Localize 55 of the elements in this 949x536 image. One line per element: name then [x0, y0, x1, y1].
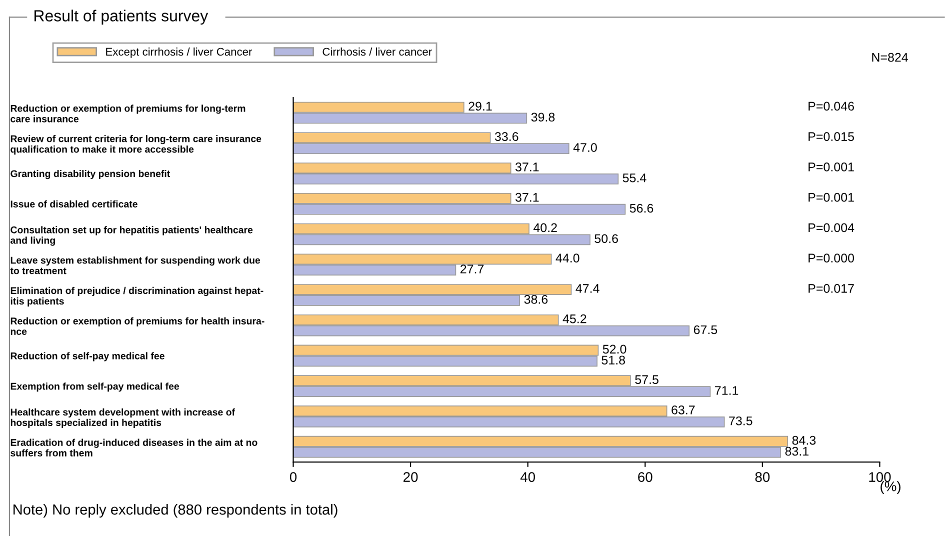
annotation: P=0.000 [808, 254, 854, 262]
y-tick-label: Exemption from self-pay medical fee [10, 382, 180, 392]
data-label: 38.6 [524, 294, 548, 304]
y-tick-label: Leave system establishment for suspending work due to treatment [10, 256, 260, 274]
data-label: 84.3 [792, 436, 816, 445]
y-tick-label: Reduction or exemption of premiums for long-term care insurance [10, 104, 246, 122]
x-tick-label: 40 [520, 472, 536, 482]
x-tick-label: 100 [869, 472, 891, 482]
data-label: 67.5 [694, 325, 718, 334]
annotation: P=0.001 [808, 162, 854, 172]
annotation: P=0.017 [808, 284, 854, 293]
data-label: 44.0 [556, 254, 580, 262]
data-label: 27.7 [460, 264, 484, 274]
data-label: 47.4 [576, 284, 600, 293]
y-tick-label: Elimination of prejudice / discrimination against hepat- itis patients [10, 286, 264, 306]
annotation: P=0.001 [808, 192, 854, 202]
data-label: 57.5 [635, 375, 658, 384]
data-label: 63.7 [672, 406, 695, 414]
data-label: 73.5 [729, 416, 752, 426]
x-tick-label: 60 [638, 472, 652, 482]
data-label: 40.2 [533, 223, 557, 232]
annotation: P=0.046 [808, 102, 854, 111]
text: Note) No reply excluded (880 respondents in total) [14, 504, 338, 518]
y-tick-label: Consultation set up for hepatitis patients' healthcare and living [10, 226, 253, 246]
annotation: P=0.004 [808, 223, 854, 232]
data-label: 71.1 [715, 386, 738, 395]
data-label: 33.6 [494, 132, 518, 141]
x-axis-title: (%) [880, 481, 900, 494]
y-tick-label: Issue of disabled certificate [10, 200, 138, 208]
x-tick-label: 0 [290, 472, 297, 482]
x-tick-label: 20 [404, 472, 418, 482]
data-label: 47.0 [573, 143, 597, 152]
data-label: 37.1 [515, 162, 539, 172]
x-tick-label: 80 [755, 472, 770, 482]
y-tick-label: Granting disability pension benefit [10, 170, 170, 180]
data-label: 56.6 [630, 204, 654, 213]
y-tick-label: Eradication of drug-induced diseases in the aim at no suffers from them [10, 438, 258, 456]
text: Result of patients survey [34, 10, 208, 25]
data-label: 50.6 [594, 234, 618, 244]
y-tick-label: Healthcare system development with increase of hospitals specialized in hepatitis [10, 408, 236, 428]
data-label: 45.2 [562, 314, 586, 324]
text: N=824 [872, 52, 908, 62]
data-label: 51.8 [602, 356, 625, 365]
data-label: 37.1 [515, 192, 539, 202]
legend-label: Except cirrhosis / liver Cancer [106, 48, 252, 58]
legend-label: Cirrhosis / liver cancer [322, 48, 432, 56]
annotation: P=0.015 [808, 132, 854, 141]
data-label: 39.8 [531, 112, 555, 122]
data-label: 83.1 [785, 446, 808, 456]
data-label: 52.0 [602, 344, 626, 354]
y-tick-label: Review of current criteria for long-term care insurance qualification to make it more accessible [10, 135, 262, 155]
data-label: 55.4 [622, 174, 646, 182]
y-tick-label: Reduction of self-pay medical fee [10, 352, 164, 362]
data-label: 29.1 [468, 102, 492, 111]
y-tick-label: Reduction or exemption of premiums for health insura- nce [10, 317, 264, 335]
